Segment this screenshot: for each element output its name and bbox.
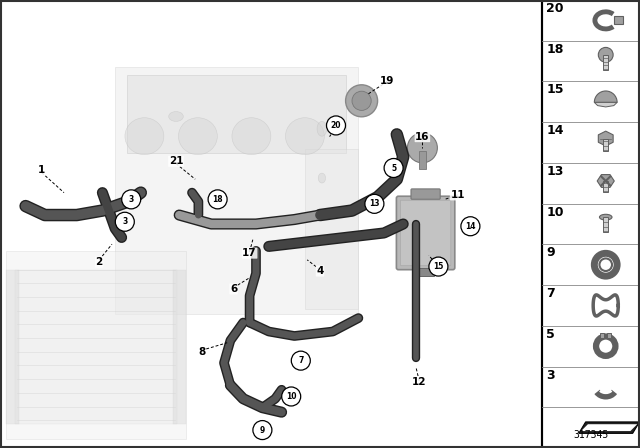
Text: 10: 10 <box>546 206 564 219</box>
Text: 20: 20 <box>546 2 564 15</box>
Ellipse shape <box>285 118 324 155</box>
Ellipse shape <box>169 112 183 121</box>
Text: 2: 2 <box>95 257 103 267</box>
Bar <box>0 0 542 448</box>
FancyBboxPatch shape <box>411 189 440 199</box>
Bar <box>417 267 434 276</box>
Text: 13: 13 <box>369 199 380 208</box>
Polygon shape <box>581 424 637 431</box>
Circle shape <box>115 212 134 231</box>
Text: 9: 9 <box>546 246 555 259</box>
Polygon shape <box>597 175 614 187</box>
Text: 17: 17 <box>243 248 257 258</box>
FancyBboxPatch shape <box>401 200 451 266</box>
Text: 3: 3 <box>122 217 127 226</box>
Text: 5: 5 <box>391 164 396 172</box>
Text: 4: 4 <box>316 266 324 276</box>
Text: 18: 18 <box>546 43 563 56</box>
Circle shape <box>282 387 301 406</box>
Text: 15: 15 <box>546 83 564 96</box>
Text: 15: 15 <box>433 262 444 271</box>
Circle shape <box>291 351 310 370</box>
Polygon shape <box>598 131 613 146</box>
Text: 8: 8 <box>198 347 205 357</box>
Ellipse shape <box>600 214 612 220</box>
Text: 11: 11 <box>451 190 465 200</box>
Bar <box>614 17 623 24</box>
Bar <box>6 270 19 424</box>
Bar <box>173 270 186 424</box>
Circle shape <box>326 116 346 135</box>
Text: 12: 12 <box>412 377 426 387</box>
Bar <box>305 148 358 309</box>
Bar <box>419 151 426 168</box>
Ellipse shape <box>317 121 327 136</box>
Text: 13: 13 <box>546 165 563 178</box>
Bar <box>604 55 608 70</box>
Circle shape <box>461 217 480 236</box>
Bar <box>600 333 604 338</box>
FancyBboxPatch shape <box>396 196 455 270</box>
Text: 5: 5 <box>546 328 555 341</box>
Circle shape <box>598 47 613 62</box>
Bar <box>604 217 608 232</box>
Ellipse shape <box>179 118 218 155</box>
Bar <box>6 251 186 439</box>
Polygon shape <box>579 422 639 433</box>
Bar <box>542 0 640 448</box>
Ellipse shape <box>125 118 164 155</box>
Text: 20: 20 <box>331 121 341 130</box>
Circle shape <box>429 257 448 276</box>
Text: 9: 9 <box>260 426 265 435</box>
Bar <box>604 181 608 192</box>
Text: 21: 21 <box>169 156 183 166</box>
Text: 16: 16 <box>415 132 429 142</box>
Circle shape <box>208 190 227 209</box>
Text: 3: 3 <box>129 195 134 204</box>
Bar <box>127 74 346 153</box>
Polygon shape <box>595 103 617 107</box>
Text: 14: 14 <box>546 124 564 137</box>
Text: 10: 10 <box>286 392 296 401</box>
Circle shape <box>365 194 384 213</box>
Circle shape <box>253 421 272 439</box>
Bar <box>607 333 611 338</box>
Bar <box>604 138 608 151</box>
Ellipse shape <box>318 173 326 183</box>
Text: 19: 19 <box>380 76 394 86</box>
Text: 1: 1 <box>38 165 45 175</box>
Circle shape <box>122 190 141 209</box>
Text: 317345: 317345 <box>573 430 609 440</box>
Wedge shape <box>595 91 617 103</box>
Text: 3: 3 <box>546 369 555 382</box>
Circle shape <box>408 133 437 163</box>
Bar <box>115 67 358 314</box>
Ellipse shape <box>232 118 271 155</box>
Text: 7: 7 <box>546 287 555 300</box>
Circle shape <box>346 85 378 117</box>
Circle shape <box>352 91 371 110</box>
Text: 6: 6 <box>230 284 237 294</box>
Text: 18: 18 <box>212 195 223 204</box>
Bar <box>15 270 177 424</box>
Text: 7: 7 <box>298 356 303 365</box>
Circle shape <box>384 159 403 177</box>
Text: 14: 14 <box>465 222 476 231</box>
